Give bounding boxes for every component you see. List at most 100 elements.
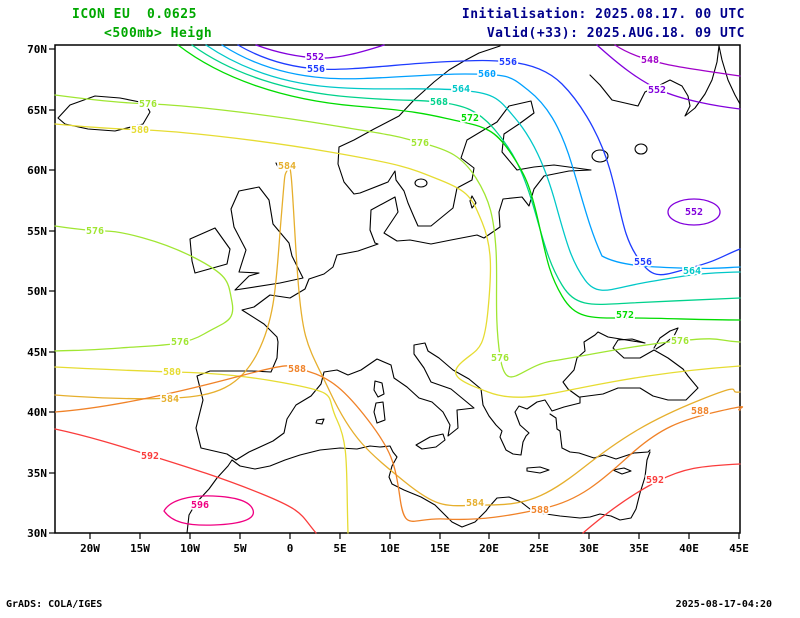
coast-white-sea-kanin (589, 45, 741, 117)
contour-label-568: 568 (430, 97, 448, 108)
contour-588 (54, 365, 744, 522)
level-title: <500mb> Heigh (104, 26, 213, 41)
contour-560 (221, 44, 741, 270)
coastlines (57, 45, 741, 534)
contour-552-east (596, 44, 741, 110)
x-tick-label: 25E (529, 542, 549, 555)
coast-ireland (189, 227, 231, 274)
contour-label-576: 576 (86, 226, 104, 237)
contour-label-584: 584 (466, 498, 484, 509)
model-title: ICON EU 0.0625 (72, 7, 197, 22)
coast-corsica (373, 380, 385, 398)
x-tick-label: 35E (629, 542, 649, 555)
x-tick-label: 0 (287, 542, 294, 555)
contour-556 (237, 44, 741, 276)
init-time: Initialisation: 2025.08.17. 00 UTC (461, 7, 745, 22)
contour-label-564: 564 (452, 84, 470, 95)
coast-shetland (275, 162, 280, 170)
contour-576-main (54, 94, 741, 378)
contour-576-west-tongue (54, 225, 234, 352)
contour-552-west (255, 44, 385, 59)
coast-britain (230, 186, 304, 291)
contour-label-552: 552 (648, 85, 666, 96)
x-tick-label: 15E (430, 542, 450, 555)
y-tick-label: 40N (27, 406, 47, 419)
coast-azov-sea (653, 327, 679, 350)
contour-label-576: 576 (171, 337, 189, 348)
contour-label-592: 592 (646, 475, 664, 486)
x-tick-label: 5E (333, 542, 346, 555)
contour-label-556: 556 (634, 257, 652, 268)
contour-label-548: 548 (641, 55, 659, 66)
coast-mediterranean-black-sea (235, 331, 699, 461)
contour-label-556: 556 (307, 64, 325, 75)
contour-label-588: 588 (531, 505, 549, 516)
y-tick-label: 50N (27, 285, 47, 298)
coast-mallorca (315, 418, 325, 425)
coast-crete (526, 466, 550, 474)
contour-580-north (54, 123, 741, 398)
x-tick-label: 5W (233, 542, 247, 555)
contour-label-572: 572 (616, 310, 634, 321)
x-tick-label: 30E (579, 542, 599, 555)
contour-label-560: 560 (478, 69, 496, 80)
contour-label-552: 552 (306, 52, 324, 63)
x-tick-label: 10E (380, 542, 400, 555)
x-tick-label: 20E (479, 542, 499, 555)
lake-ladoga (591, 149, 609, 163)
y-tick-label: 65N (27, 104, 47, 117)
contour-label-580: 580 (163, 367, 181, 378)
contour-label-552: 552 (685, 207, 703, 218)
x-tick-label: 40E (679, 542, 699, 555)
contour-label-576: 576 (671, 336, 689, 347)
contour-label-556: 556 (499, 57, 517, 68)
x-tick-label: 20W (80, 542, 100, 555)
x-tick-label: 10W (180, 542, 200, 555)
contour-label-592: 592 (141, 451, 159, 462)
lake-vanern (414, 178, 428, 188)
coast-north-africa-levant (186, 445, 651, 534)
y-tick-label: 55N (27, 225, 47, 238)
contour-label-596: 596 (191, 500, 209, 511)
contour-label-588: 588 (691, 406, 709, 417)
grads-stamp: GrADS: COLA/IGES (6, 599, 103, 610)
contour-596-closed-high (163, 495, 254, 526)
contour-548 (614, 44, 741, 77)
valid-time: Valid(+33): 2025.AUG.18. 09 UTC (486, 26, 745, 41)
contour-592-east (582, 463, 741, 534)
y-tick-label: 35N (27, 467, 47, 480)
contour-label-580: 580 (131, 125, 149, 136)
creation-timestamp: 2025-08-17-04:20 (675, 599, 772, 610)
contour-label-584: 584 (161, 394, 179, 405)
contour-label-564: 564 (683, 266, 701, 277)
height-contours (54, 44, 744, 534)
y-tick-label: 30N (27, 527, 47, 540)
map-frame (54, 44, 741, 534)
y-tick-label: 45N (27, 346, 47, 359)
contour-592-west (54, 428, 317, 534)
coast-sicily (415, 433, 446, 450)
contour-580-west (54, 366, 349, 534)
x-tick-label: 45E (729, 542, 749, 555)
contour-568 (191, 44, 741, 305)
contour-label-572: 572 (461, 113, 479, 124)
contour-572 (177, 44, 741, 321)
contour-label-576: 576 (411, 138, 429, 149)
contour-564 (205, 44, 741, 291)
contour-552-closed-low (667, 198, 721, 226)
coast-turkey-south (549, 413, 651, 460)
lake-onega (634, 143, 648, 155)
contour-label-576: 576 (139, 99, 157, 110)
contour-label-588: 588 (288, 364, 306, 375)
contour-labels: 5485525525525565565565605645645685725725… (84, 50, 711, 518)
coast-europe-mainland (195, 45, 592, 461)
x-tick-label: 15W (130, 542, 150, 555)
contour-label-576: 576 (491, 353, 509, 364)
axis-layer: 20W 15W 10W 5W 0 5E 10E 15E 20E 25E 30E 35E 40E 45E 70… (27, 43, 749, 555)
coast-sardinia (373, 401, 386, 424)
coast-cyprus (612, 467, 632, 475)
y-tick-label: 70N (27, 43, 47, 56)
contour-584 (54, 165, 741, 507)
